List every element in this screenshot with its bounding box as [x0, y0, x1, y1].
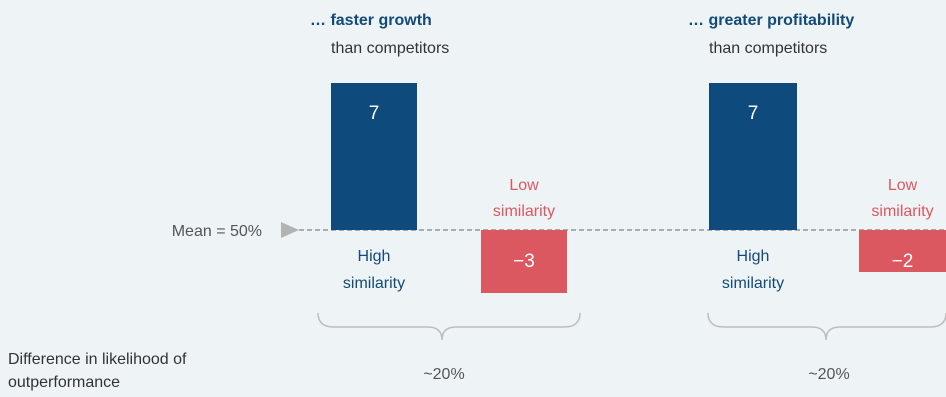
bar-value-label: −3	[513, 251, 535, 272]
bracket	[707, 312, 946, 341]
category-label-line-2: similarity	[493, 203, 555, 220]
category-label-line-1: High	[358, 248, 391, 265]
row-label-line-1: Difference in likelihood of	[8, 351, 187, 368]
baseline-layer: Mean = 50%	[172, 222, 946, 240]
bar-value-label: −2	[892, 251, 914, 272]
category-label-line-2: similarity	[343, 275, 405, 292]
panel-2: … greater profitability than competitors 7…	[688, 12, 946, 383]
bracket-label: ~20%	[423, 366, 464, 383]
category-label-line-1: High	[737, 248, 770, 265]
mean-marker-icon	[281, 222, 299, 238]
baseline-label: Mean = 50%	[172, 223, 262, 240]
category-label-line-1: Low	[509, 177, 539, 194]
category-label-line-2: similarity	[722, 275, 784, 292]
panel-1: … faster growth than competitors 7 High simi…	[310, 12, 581, 383]
bracket-label: ~20%	[808, 366, 849, 383]
panel-subtitle: than competitors	[709, 40, 827, 57]
bar-low-similarity	[859, 230, 946, 272]
category-label-line-2: similarity	[871, 203, 933, 220]
bar-value-label: 7	[748, 103, 759, 124]
row-label-line-2: outperformance	[8, 374, 120, 391]
panel-title: … greater profitability	[688, 12, 854, 29]
panels: … faster growth than competitors 7 High simi…	[310, 12, 946, 383]
bar-value-label: 7	[369, 103, 380, 124]
row-label: Difference in likelihood of outperforman…	[8, 351, 187, 391]
panel-subtitle: than competitors	[331, 40, 449, 57]
bracket	[317, 312, 581, 341]
panel-title: … faster growth	[310, 12, 432, 29]
category-label-line-1: Low	[888, 177, 918, 194]
bar-low-similarity	[481, 230, 567, 293]
bar-high-similarity	[331, 83, 417, 230]
bar-high-similarity	[709, 83, 797, 230]
